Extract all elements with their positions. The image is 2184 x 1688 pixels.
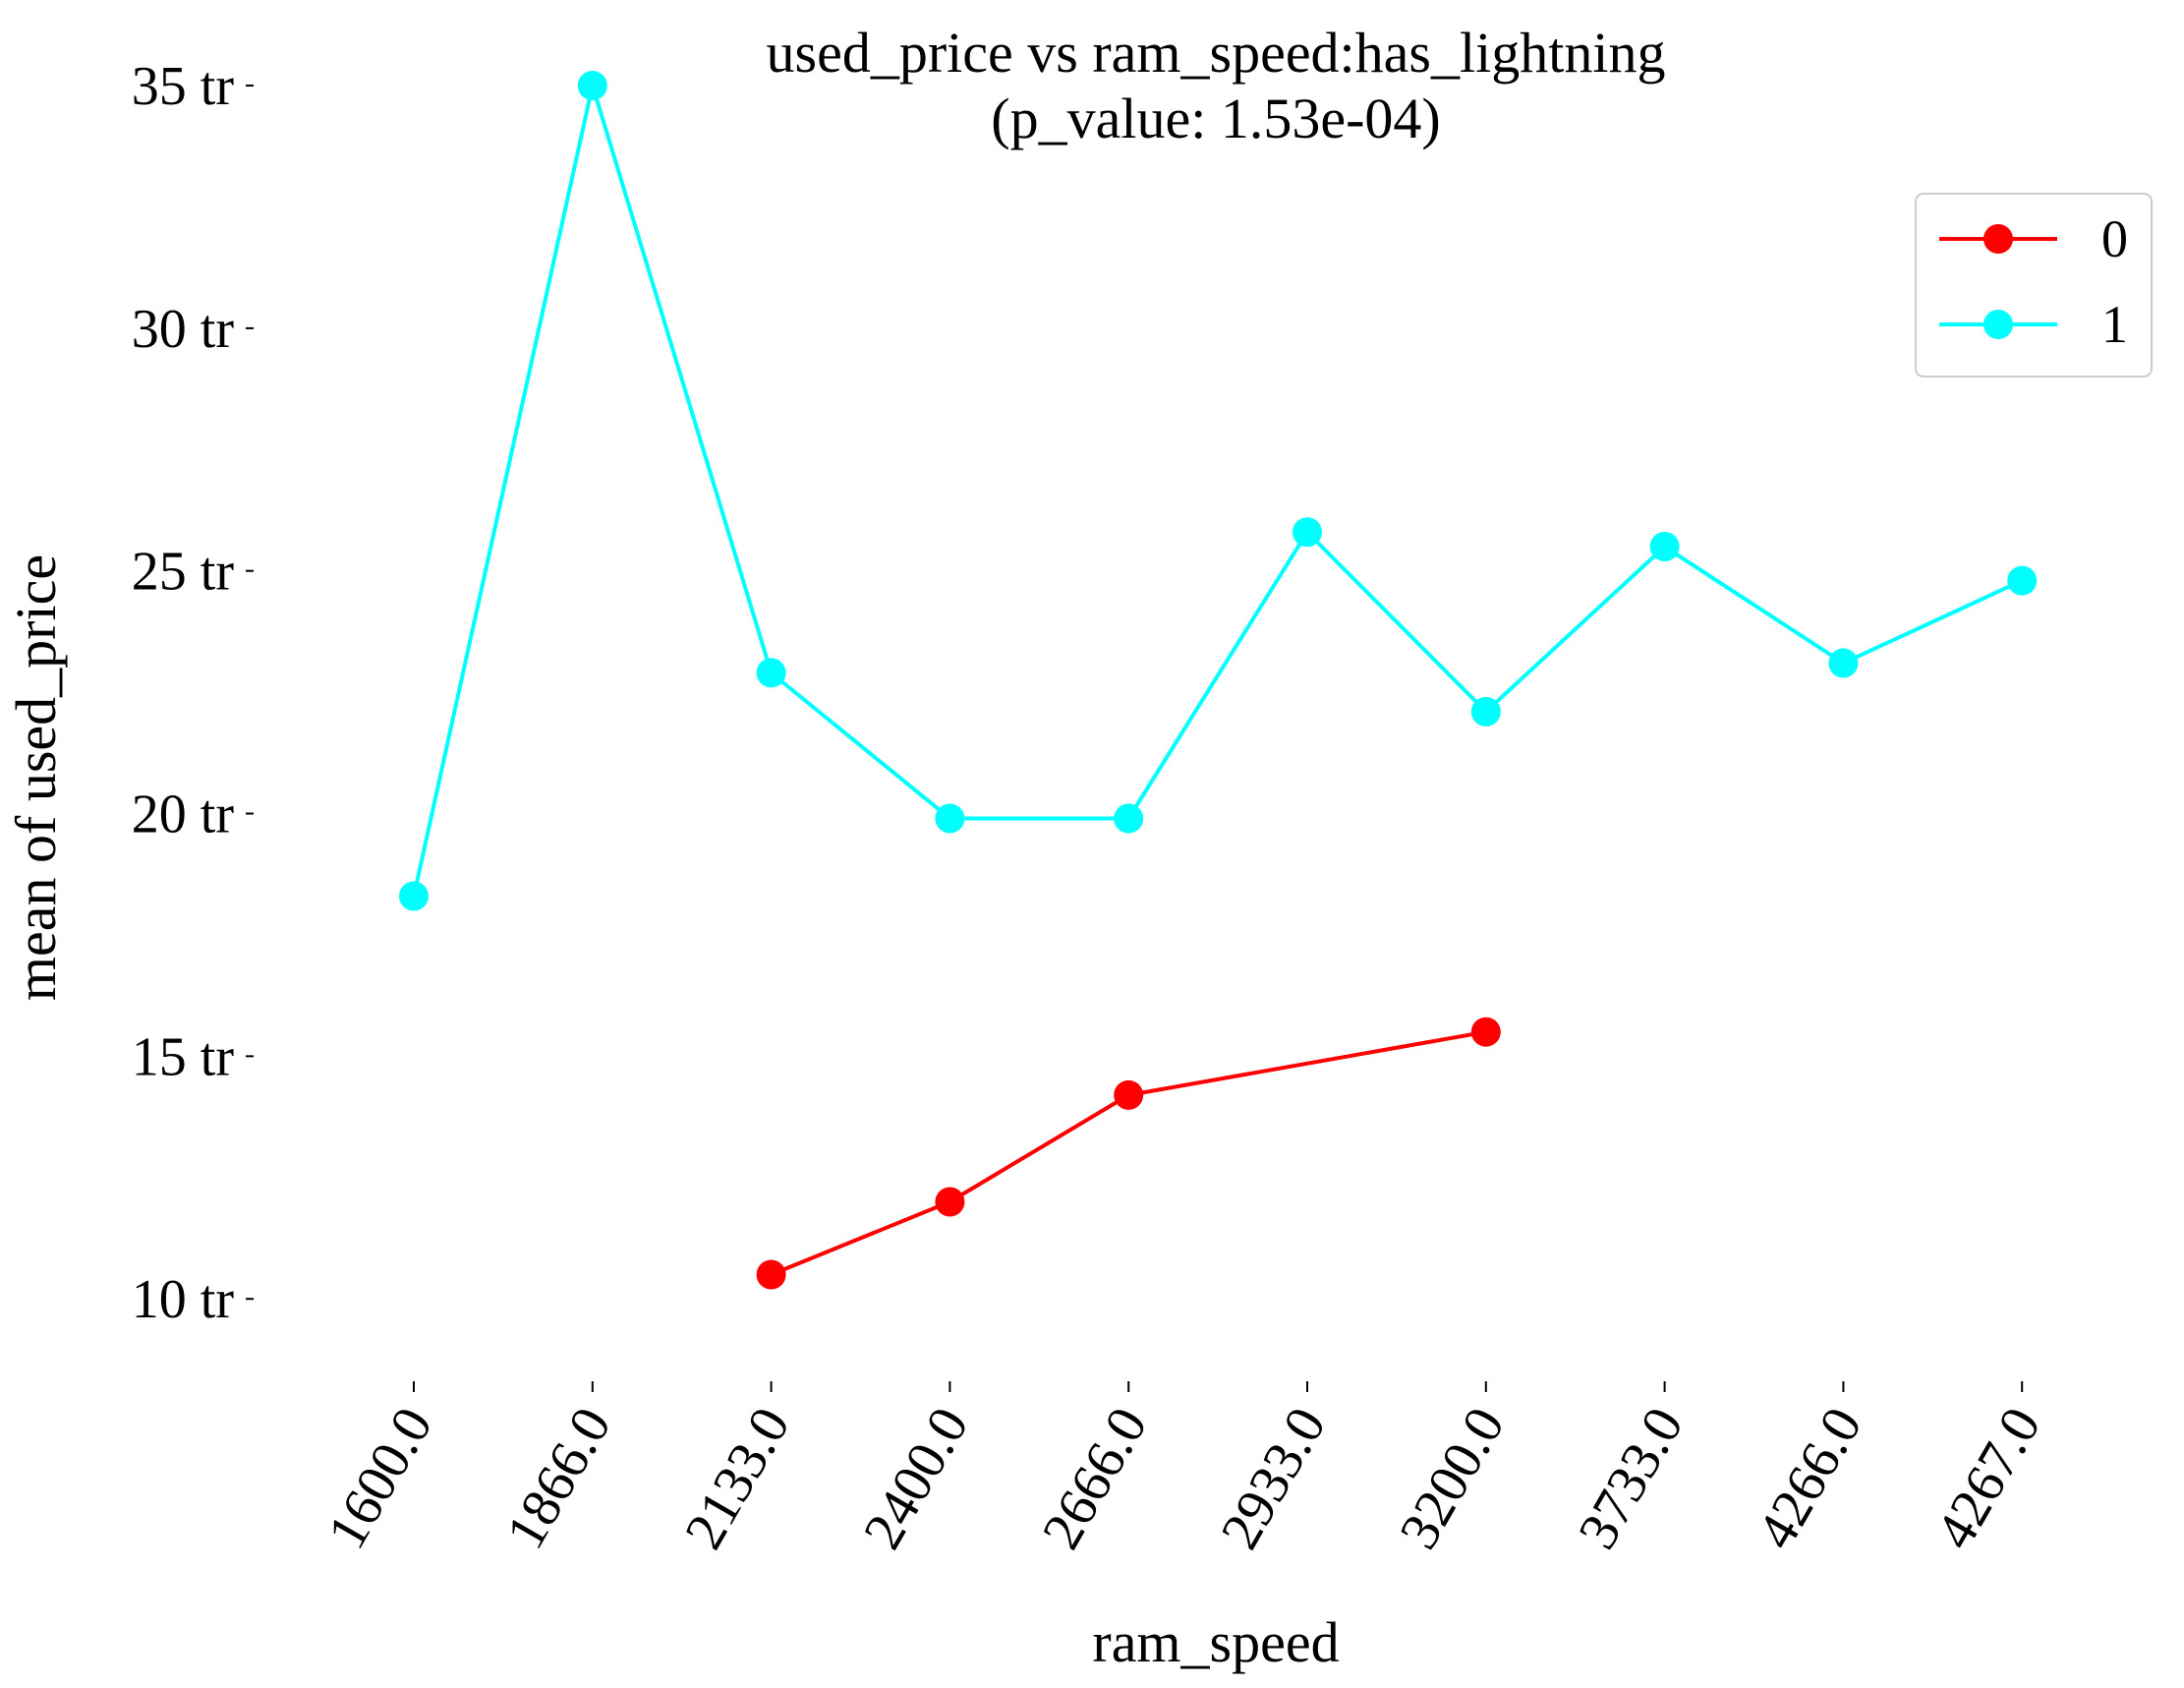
y-tick-label: 15 tr [132,1026,235,1087]
data-point [756,1259,786,1290]
data-point [1114,1079,1144,1110]
legend-label: 0 [2101,209,2128,268]
data-point [1649,532,1680,562]
y-tick-label: 20 tr [132,785,235,845]
data-point [935,1187,965,1217]
x-tick-label: 2933.0 [1210,1398,1339,1559]
legend-item-1: 1 [1939,295,2128,354]
legend-label: 1 [2101,295,2128,354]
x-tick-label: 3733.0 [1567,1398,1695,1559]
series-1 [399,71,2038,911]
x-tick-label: 2400.0 [852,1398,981,1559]
x-tick-label: 4266.0 [1746,1398,1874,1559]
legend-item-0: 0 [1939,209,2128,268]
series-0-line [770,1029,1487,1277]
data-point [756,658,786,688]
data-point [1114,803,1144,834]
x-axis-ticks: 1600.0 1866.0 2133.0 2400.0 2666.0 2933.0 3200… [316,1381,2053,1559]
x-tick-label: 1866.0 [494,1398,623,1559]
chart-title-line2: (p_value: 1.53e-04) [991,87,1440,150]
data-point [1293,517,1322,548]
data-point [399,881,429,911]
y-tick-label: 10 tr [132,1269,235,1330]
chart-title-line1: used_price vs ram_speed:has_lightning [767,21,1666,85]
data-point [935,803,965,834]
data-point [1470,696,1501,727]
x-axis-label: ram_speed [1092,1610,1339,1674]
y-axis-label: mean of used_price [4,554,68,1001]
legend-marker [1983,310,2013,339]
y-tick-label: 25 tr [132,542,235,603]
data-point [577,71,607,101]
y-tick-label: 30 tr [132,299,235,360]
x-tick-label: 3200.0 [1388,1398,1517,1559]
data-point [1470,1017,1501,1047]
y-tick-label: 35 tr [132,56,235,117]
data-point [1828,648,1859,678]
data-point [2007,565,2038,596]
legend-marker [1983,224,2013,254]
legend: 01 [1915,193,2153,378]
series-1-line [412,78,2024,897]
x-tick-label: 2666.0 [1031,1398,1160,1559]
y-axis-ticks: 10 tr 15 tr 20 tr 25 tr 30 tr 35 tr [132,56,254,1330]
x-tick-label: 4267.0 [1925,1398,2053,1559]
x-tick-label: 2133.0 [673,1398,802,1559]
series-0 [756,1017,1501,1290]
x-tick-label: 1600.0 [316,1398,445,1559]
series-layer [399,71,2038,1290]
